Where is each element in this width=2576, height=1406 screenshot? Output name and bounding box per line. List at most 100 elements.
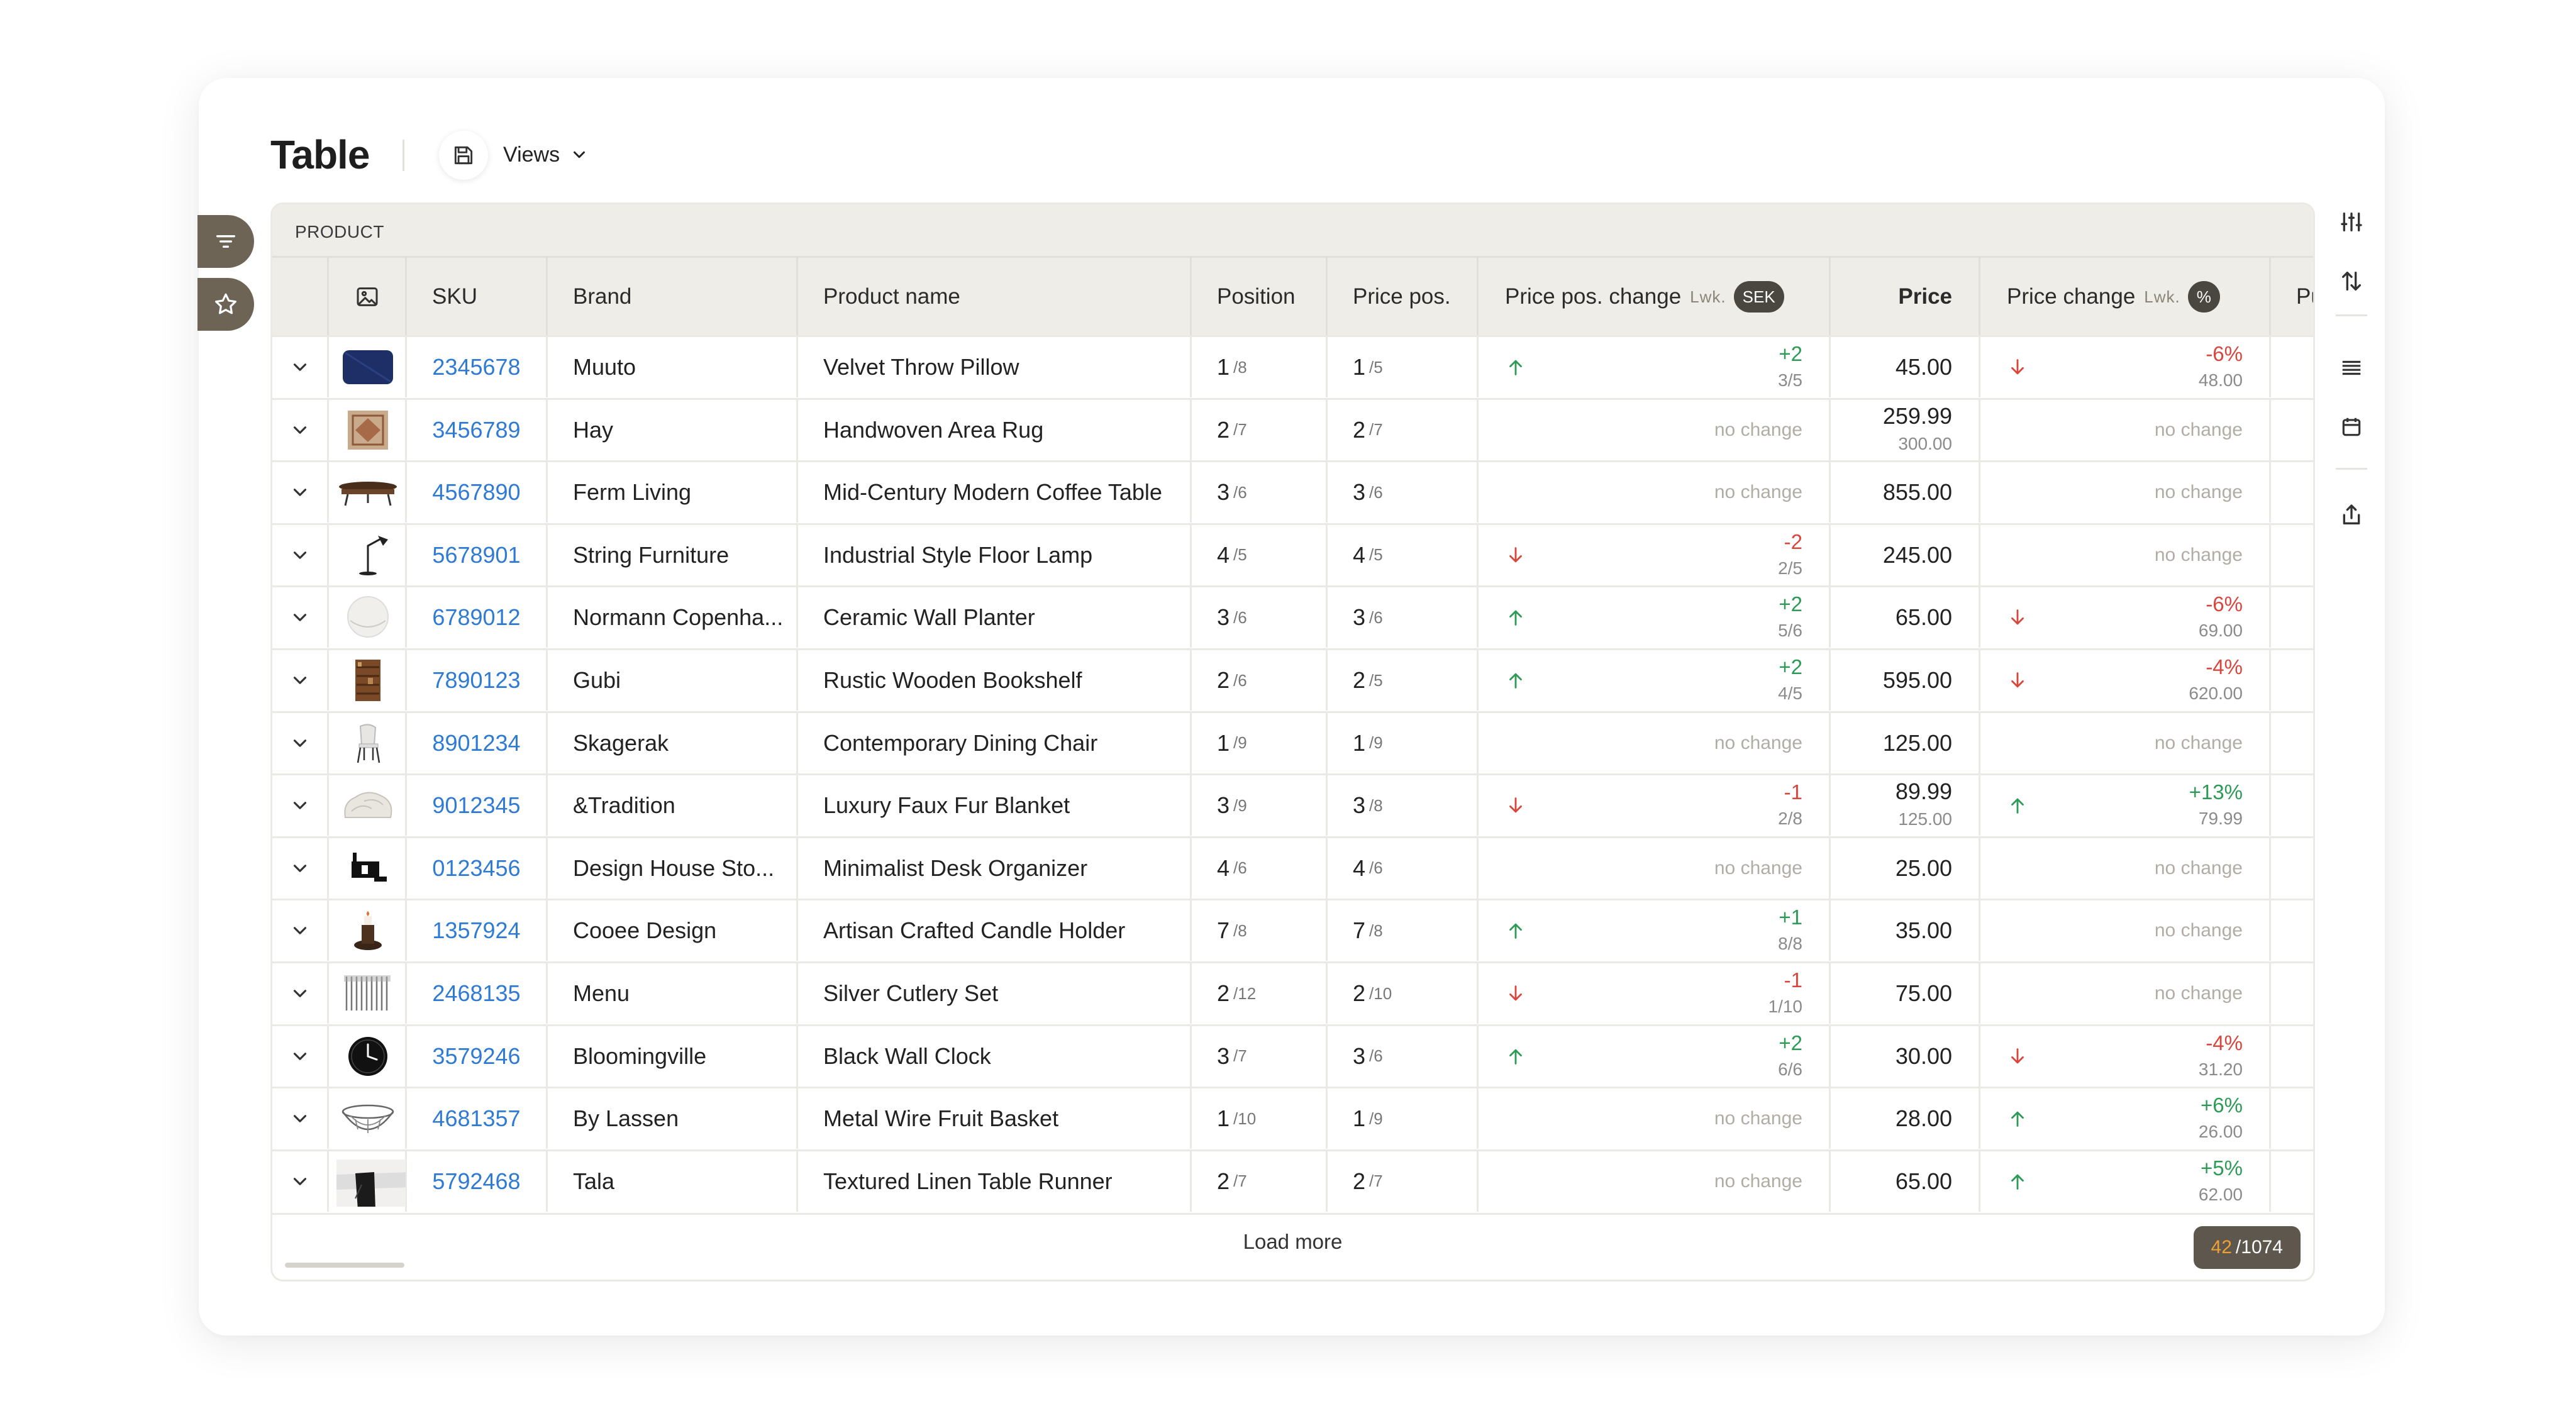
product-thumbnail[interactable] [330, 467, 406, 518]
table-row[interactable]: 9012345 &Tradition Luxury Faux Fur Blanket… [272, 773, 2313, 836]
sort-button[interactable] [2336, 265, 2367, 297]
table-row[interactable]: 2345678 Muuto Velvet Throw Pillow 1/8 1/5 +2 3… [272, 335, 2313, 397]
column-header-position[interactable]: Position [1192, 258, 1328, 336]
price-pos-change-cell: +2 4/5 [1479, 650, 1831, 711]
table-row[interactable]: 4567890 Ferm Living Mid-Century Modern Cof… [272, 460, 2313, 523]
price-pos-value: 4 [1353, 855, 1366, 881]
product-thumbnail[interactable] [330, 1093, 406, 1144]
views-dropdown[interactable]: Views [503, 136, 589, 174]
product-thumbnail[interactable] [330, 592, 406, 643]
currency-toggle[interactable]: SEK [1733, 281, 1784, 313]
price-pos-value: 1 [1353, 729, 1366, 756]
table-row[interactable]: 5792468 Tala Textured Linen Table Runner 2/… [272, 1149, 2313, 1212]
brand-cell: Hay [548, 399, 798, 460]
table-row[interactable]: 3579246 Bloomingville Black Wall Clock 3/7 3… [272, 1024, 2313, 1087]
column-settings-button[interactable] [2336, 206, 2367, 238]
product-thumbnail[interactable] [330, 1156, 406, 1207]
table-row[interactable]: 5678901 String Furniture Industrial Style … [272, 523, 2313, 585]
sku-cell: 0123456 [407, 838, 548, 899]
sku-link[interactable]: 2345678 [432, 354, 521, 380]
sku-link[interactable]: 3456789 [432, 416, 521, 443]
favorites-tab[interactable] [197, 278, 254, 331]
product-thumbnail[interactable] [330, 905, 406, 956]
table-row[interactable]: 8901234 Skagerak Contemporary Dining Chair… [272, 711, 2313, 773]
density-button[interactable] [2336, 352, 2367, 384]
product-thumbnail[interactable] [330, 530, 406, 580]
column-header-product-name[interactable]: Product name [798, 258, 1192, 336]
image-column-header[interactable] [329, 258, 407, 336]
expand-row-button[interactable] [272, 399, 329, 460]
sku-link[interactable]: 2468135 [432, 980, 521, 1006]
column-header-truncated[interactable]: Pu [2296, 284, 2313, 309]
product-name-text: Industrial Style Floor Lamp [823, 541, 1093, 568]
expand-row-button[interactable] [272, 1026, 329, 1087]
export-button[interactable] [2336, 499, 2367, 531]
position-cell: 3/9 [1192, 775, 1328, 836]
price-value: 45.00 [1895, 354, 1952, 380]
column-header-price-change[interactable]: Price change Lwk. % [1980, 258, 2271, 336]
date-range-button[interactable] [2336, 411, 2367, 443]
column-header-price-pos-change[interactable]: Price pos. change Lwk. SEK [1479, 258, 1831, 336]
column-header-price-pos[interactable]: Price pos. [1328, 258, 1479, 336]
expand-row-button[interactable] [272, 587, 329, 648]
expand-row-button[interactable] [272, 900, 329, 961]
position-total: /9 [1233, 795, 1247, 815]
position-value: 1 [1217, 1105, 1230, 1132]
filter-tab[interactable] [197, 215, 254, 268]
column-header-sku[interactable]: SKU [407, 258, 548, 336]
sku-link[interactable]: 5792468 [432, 1168, 521, 1194]
table-row[interactable]: 3456789 Hay Handwoven Area Rug 2/7 2/7 no cha… [272, 397, 2313, 460]
expand-row-button[interactable] [272, 963, 329, 1024]
load-more-button[interactable]: Load more [1243, 1230, 1343, 1253]
expand-row-button[interactable] [272, 1088, 329, 1149]
sku-link[interactable]: 4567890 [432, 479, 521, 506]
sku-link[interactable]: 9012345 [432, 792, 521, 819]
column-header-price[interactable]: Price [1831, 258, 1980, 336]
table-row[interactable]: 7890123 Gubi Rustic Wooden Bookshelf 2/6 2/5… [272, 648, 2313, 711]
table-row[interactable]: 6789012 Normann Copenha... Ceramic Wall Pl… [272, 585, 2313, 648]
product-thumbnail[interactable] [330, 780, 406, 831]
position-value: 2 [1217, 667, 1230, 693]
sku-link[interactable]: 3579246 [432, 1043, 521, 1069]
save-view-button[interactable] [439, 131, 488, 180]
product-thumbnail[interactable] [330, 843, 406, 894]
expand-row-button[interactable] [272, 650, 329, 711]
column-header-brand[interactable]: Brand [548, 258, 798, 336]
product-thumbnail[interactable] [330, 968, 406, 1019]
sku-link[interactable]: 7890123 [432, 667, 521, 693]
sku-link[interactable]: 4681357 [432, 1105, 521, 1132]
product-thumbnail[interactable] [330, 655, 406, 706]
expand-row-button[interactable] [272, 524, 329, 585]
change-detail: 6/6 [1778, 1059, 1802, 1079]
sku-link[interactable]: 1357924 [432, 917, 521, 944]
truncated-cell [2271, 775, 2313, 836]
product-name-text: Artisan Crafted Candle Holder [823, 917, 1126, 944]
price-change-cell: no change [1980, 462, 2271, 523]
table-row[interactable]: 2468135 Menu Silver Cutlery Set 2/12 2/10 -1 1… [272, 961, 2313, 1024]
expand-row-button[interactable] [272, 775, 329, 836]
sku-link[interactable]: 6789012 [432, 604, 521, 631]
sku-link[interactable]: 0123456 [432, 855, 521, 881]
product-thumbnail[interactable] [330, 342, 406, 392]
expand-row-button[interactable] [272, 337, 329, 397]
expand-row-button[interactable] [272, 712, 329, 773]
expand-row-button[interactable] [272, 838, 329, 899]
expand-row-button[interactable] [272, 462, 329, 523]
table-row[interactable]: 4681357 By Lassen Metal Wire Fruit Basket 1… [272, 1087, 2313, 1149]
table-row[interactable]: 1357924 Cooee Design Artisan Crafted Candl… [272, 899, 2313, 961]
price-pos-total: /6 [1369, 482, 1383, 502]
product-thumbnail[interactable] [330, 1031, 406, 1082]
price-cell: 65.00 [1831, 1151, 1980, 1212]
percent-toggle[interactable]: % [2187, 281, 2220, 313]
product-thumbnail[interactable] [330, 718, 406, 768]
price-pos-change-cell: no change [1479, 712, 1831, 773]
price-cell: 45.00 [1831, 337, 1980, 397]
sku-link[interactable]: 8901234 [432, 729, 521, 756]
horizontal-scrollbar[interactable] [285, 1263, 404, 1268]
expand-row-button[interactable] [272, 1151, 329, 1212]
sku-link[interactable]: 5678901 [432, 541, 521, 568]
product-thumbnail[interactable] [330, 405, 406, 455]
table-row[interactable]: 0123456 Design House Sto... Minimalist Des… [272, 836, 2313, 899]
position-value: 1 [1217, 729, 1230, 756]
position-total: /6 [1233, 858, 1247, 878]
